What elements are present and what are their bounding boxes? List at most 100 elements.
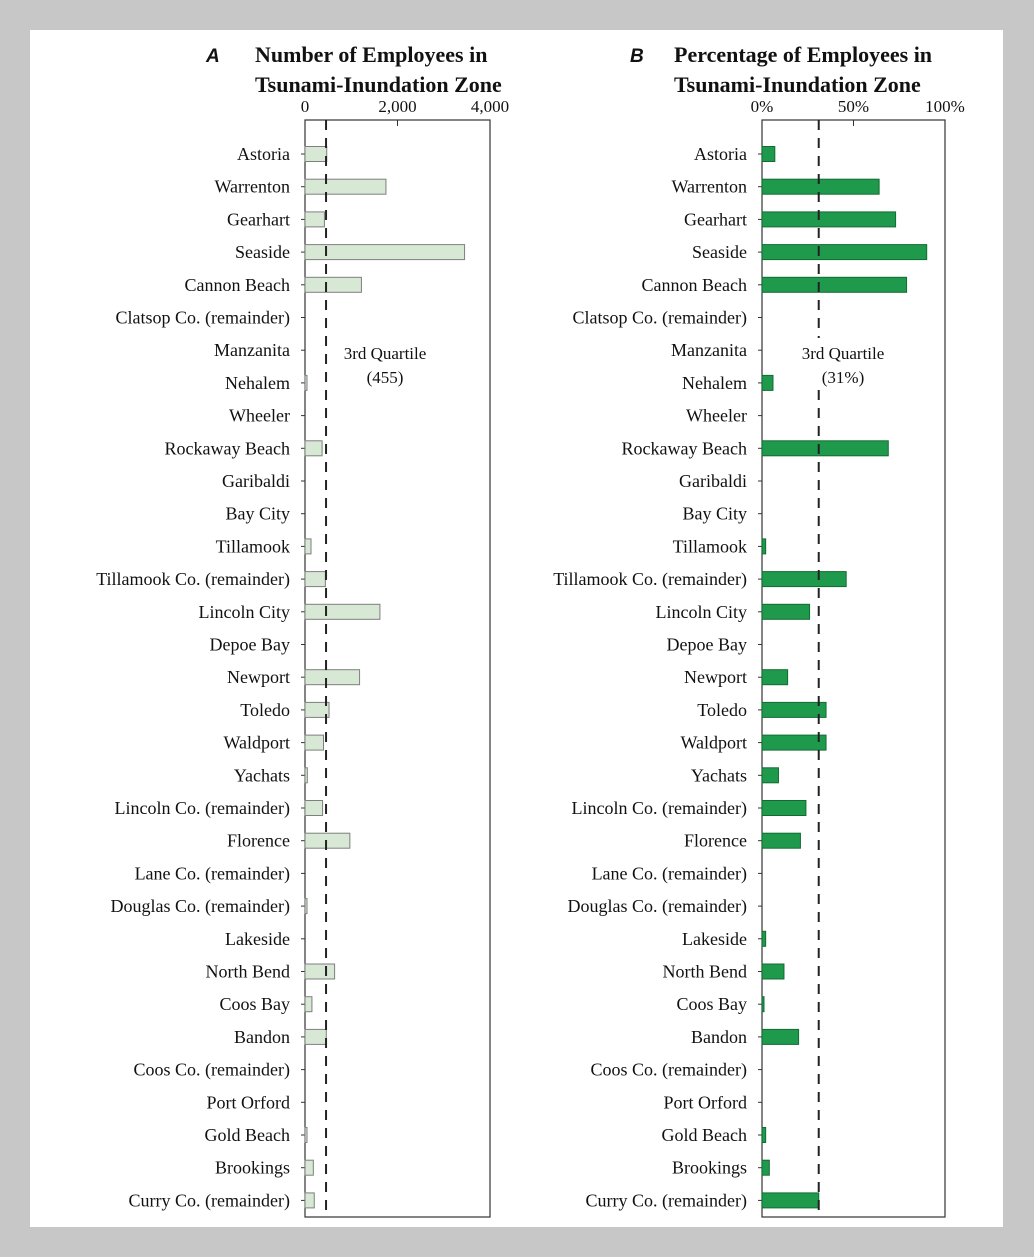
category-label: Waldport (223, 733, 290, 753)
bar (761, 146, 776, 162)
category-label: Gearhart (227, 209, 290, 229)
category-label: Rockaway Beach (622, 438, 747, 458)
bar (304, 603, 381, 620)
category-label: Florence (684, 831, 747, 851)
category-label: Depoe Bay (667, 635, 747, 655)
bar (304, 898, 308, 915)
quartile-value-label: (31%) (822, 368, 864, 387)
category-label: Bandon (691, 1027, 747, 1047)
panel-letter: B (630, 46, 644, 67)
category-label: Coos Bay (676, 994, 747, 1014)
category-label: Brookings (672, 1158, 747, 1178)
bar (304, 701, 330, 718)
bar (761, 930, 767, 947)
bar (304, 571, 326, 588)
category-label: Cannon Beach (185, 275, 290, 295)
bar (761, 276, 908, 293)
category-label: Newport (684, 667, 747, 687)
x-tick-label: 50% (838, 97, 869, 116)
category-label: Garibaldi (679, 471, 747, 491)
category-label: North Bend (206, 962, 291, 982)
category-label: Tillamook Co. (remainder) (553, 569, 747, 590)
category-label: Bandon (234, 1027, 290, 1047)
category-label: Manzanita (214, 340, 290, 360)
category-label: Clatsop Co. (remainder) (116, 308, 290, 329)
chart-title-line-1: Percentage of Employees in (674, 42, 932, 67)
bar (304, 244, 466, 261)
bar (761, 1159, 770, 1176)
bar (304, 996, 313, 1013)
bar (761, 603, 811, 620)
quartile-value-label: (455) (367, 368, 404, 387)
category-label: Depoe Bay (210, 635, 290, 655)
bar (304, 1127, 308, 1143)
bar (761, 538, 767, 555)
bar (304, 832, 351, 849)
category-label: Seaside (235, 242, 290, 262)
category-label: Garibaldi (222, 471, 290, 491)
bar (761, 1192, 820, 1209)
chart-panel-a: A Number of Employees in Tsunami-Inundatio… (96, 42, 509, 1218)
bar (304, 963, 336, 980)
x-tick-label: 0 (301, 97, 310, 116)
bar (761, 440, 889, 457)
category-label: Tillamook (673, 536, 747, 556)
bar (761, 767, 779, 784)
category-label: Astoria (694, 144, 747, 164)
quartile-label: 3rd Quartile (802, 344, 885, 363)
category-label: Rockaway Beach (165, 438, 290, 458)
category-label: Waldport (680, 733, 747, 753)
category-label: Florence (227, 831, 290, 851)
chart-canvas: A Number of Employees in Tsunami-Inundatio… (96, 42, 965, 1218)
bar (304, 276, 362, 293)
category-label: Gold Beach (662, 1125, 747, 1145)
bar (304, 1159, 314, 1176)
category-label: Wheeler (229, 406, 290, 426)
category-label: Lane Co. (remainder) (135, 863, 290, 884)
bar (304, 800, 324, 816)
quartile-label-background (335, 338, 435, 390)
bar (304, 1028, 327, 1045)
category-label: Coos Co. (remainder) (591, 1060, 747, 1081)
category-label: North Bend (663, 962, 748, 982)
category-label: Lakeside (225, 929, 290, 949)
bar (304, 767, 308, 784)
category-label: Curry Co. (remainder) (129, 1190, 290, 1211)
category-label: Port Orford (207, 1092, 291, 1112)
category-label: Toledo (697, 700, 747, 720)
category-label: Douglas Co. (remainder) (568, 896, 747, 917)
category-label: Warrenton (214, 177, 290, 197)
chart-title-line-2: Tsunami-Inundation Zone (255, 72, 502, 97)
figure-frame: A Number of Employees in Tsunami-Inundatio… (30, 30, 1003, 1227)
x-tick-label: 100% (925, 97, 965, 116)
chart-panel-b: B Percentage of Employees in Tsunami-Inund… (553, 42, 965, 1218)
bar (761, 571, 847, 588)
category-label: Nehalem (225, 373, 290, 393)
category-label: Gearhart (684, 209, 747, 229)
category-label: Lincoln City (656, 602, 748, 622)
category-label: Lincoln Co. (remainder) (572, 798, 747, 819)
bar (304, 374, 308, 391)
bar (761, 1127, 767, 1143)
category-label: Lincoln City (199, 602, 291, 622)
category-label: Curry Co. (remainder) (586, 1190, 747, 1211)
chart-title-line-2: Tsunami-Inundation Zone (674, 72, 921, 97)
bar (304, 1192, 315, 1209)
category-label: Tillamook Co. (remainder) (96, 569, 290, 590)
category-label: Astoria (237, 144, 290, 164)
category-label: Lane Co. (remainder) (592, 863, 747, 884)
category-label: Lakeside (682, 929, 747, 949)
category-label: Bay City (225, 504, 290, 524)
bar (761, 178, 880, 195)
bar (761, 832, 801, 849)
category-label: Bay City (682, 504, 747, 524)
bar (761, 800, 807, 816)
bar (304, 538, 312, 555)
quartile-label: 3rd Quartile (344, 344, 427, 363)
bar (304, 440, 323, 457)
bar (304, 146, 328, 162)
bar (761, 374, 774, 391)
category-label: Nehalem (682, 373, 747, 393)
panel-letter: A (205, 46, 220, 67)
category-label: Warrenton (671, 177, 747, 197)
